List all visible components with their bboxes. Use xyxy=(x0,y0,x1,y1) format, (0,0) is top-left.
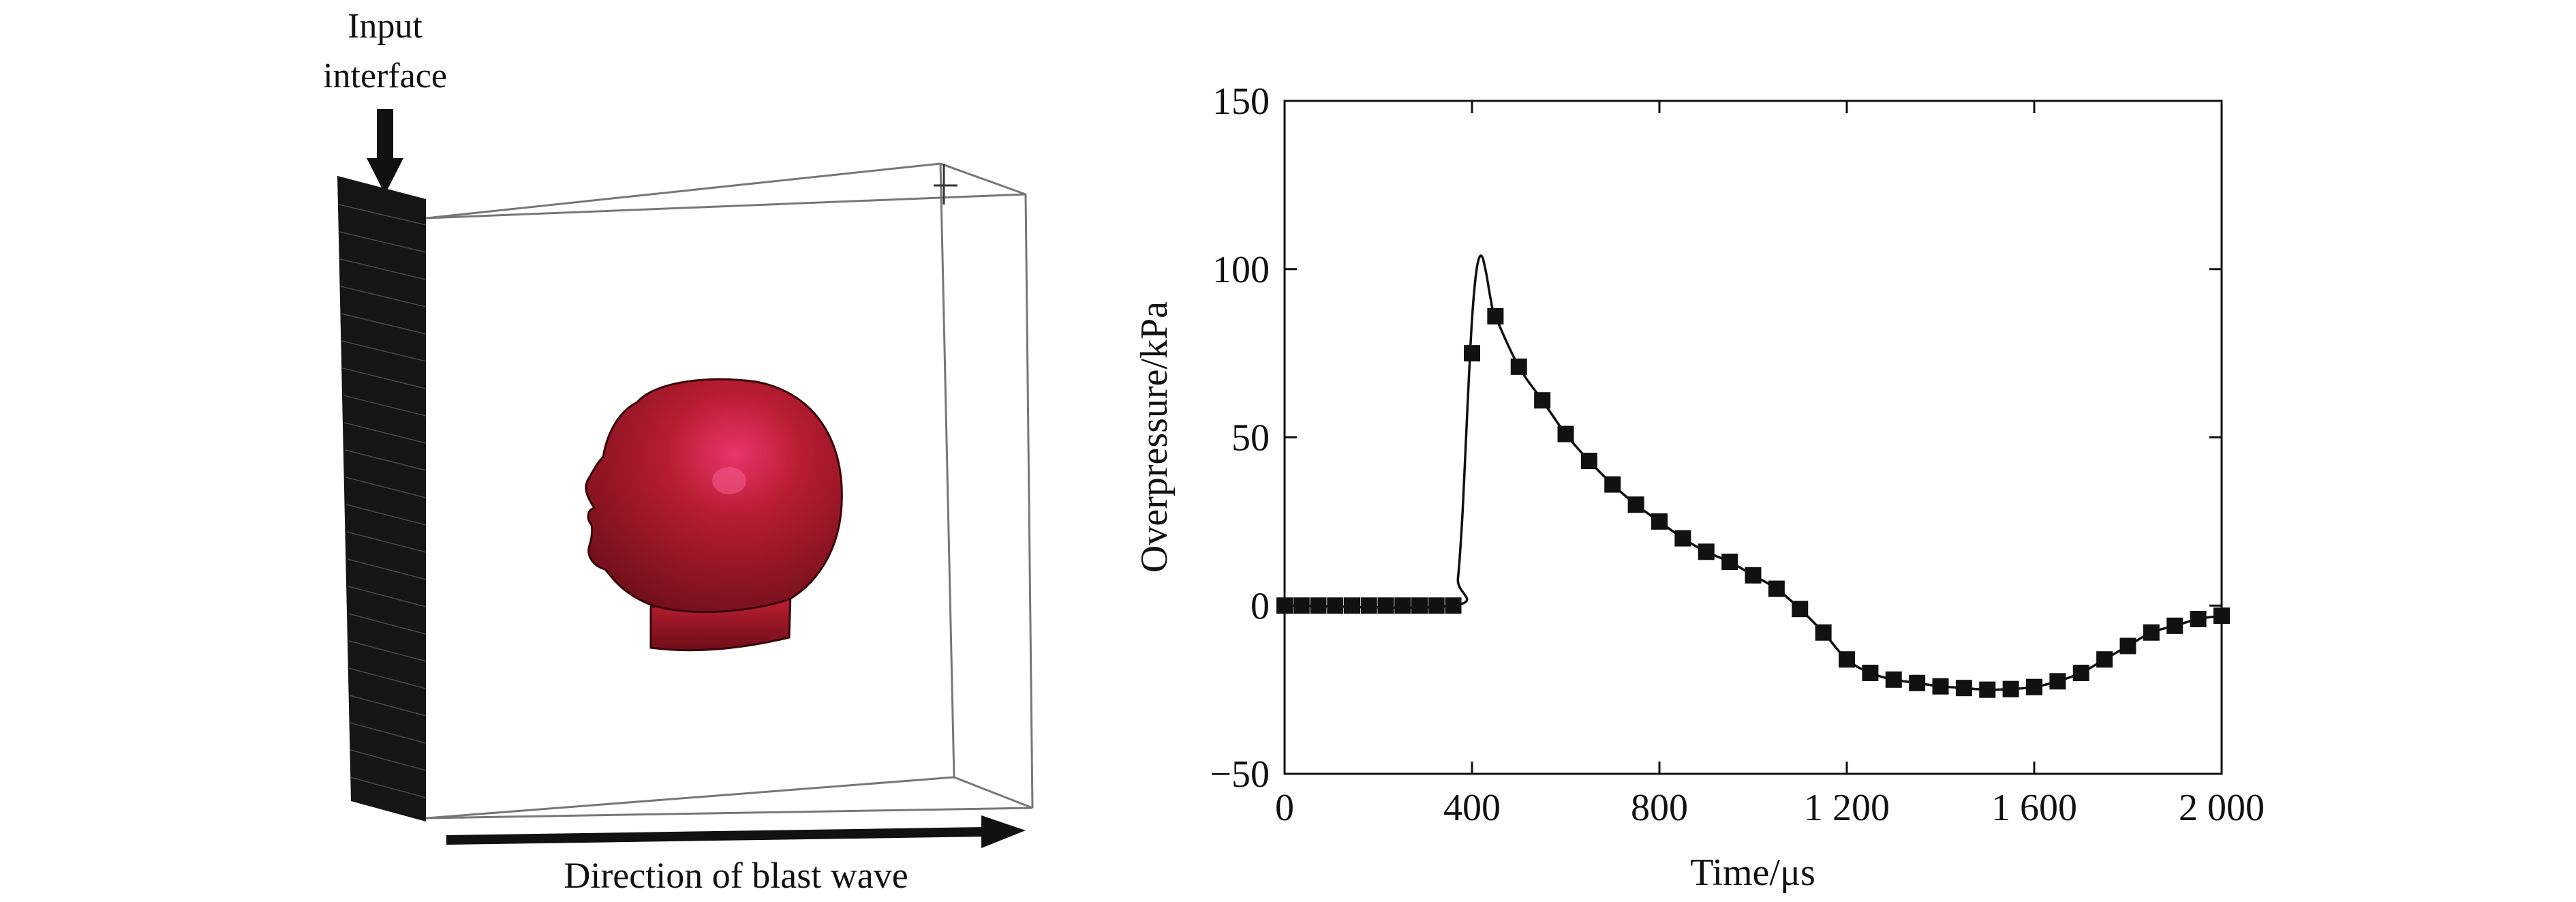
direction-label: Direction of blast wave xyxy=(564,855,908,896)
series-markers xyxy=(1276,307,2230,698)
input-interface-wall xyxy=(337,176,427,822)
data-point-marker xyxy=(1839,651,1855,668)
data-point-marker xyxy=(1745,567,1762,584)
data-point-marker xyxy=(1411,597,1428,614)
data-point-marker xyxy=(2049,673,2066,690)
head-model-icon xyxy=(585,378,843,652)
data-point-marker xyxy=(1428,597,1445,614)
series-line xyxy=(1284,254,2222,691)
domain-box xyxy=(425,162,1034,820)
x-tick-label: 1 600 xyxy=(1991,787,2077,829)
blast-direction-arrow-icon xyxy=(446,815,1026,848)
data-point-marker xyxy=(1510,358,1527,375)
data-point-marker xyxy=(1534,392,1551,409)
data-point-marker xyxy=(1276,597,1293,614)
data-point-marker xyxy=(2096,651,2113,668)
data-point-marker xyxy=(1862,664,1879,681)
input-label-line2: interface xyxy=(323,57,447,95)
data-point-marker xyxy=(1445,597,1462,614)
axis-ticks xyxy=(1283,100,2223,775)
x-axis-label: Time/μs xyxy=(1690,852,1815,894)
data-point-marker xyxy=(1721,554,1738,571)
input-label-line1: Input xyxy=(348,7,423,46)
data-point-marker xyxy=(1310,597,1327,614)
data-point-marker xyxy=(1580,453,1597,470)
data-point-marker xyxy=(1604,476,1621,493)
data-point-marker xyxy=(2026,678,2042,695)
y-tick-label: 50 xyxy=(1231,417,1270,460)
data-point-marker xyxy=(1955,680,1972,697)
data-point-marker xyxy=(2190,610,2207,627)
y-tick-label: 100 xyxy=(1212,249,1270,291)
data-point-marker xyxy=(1327,597,1344,614)
data-point-marker xyxy=(1557,425,1574,442)
data-point-marker xyxy=(1932,678,1949,695)
input-arrow-icon xyxy=(367,109,403,194)
data-point-marker xyxy=(1464,345,1480,362)
data-point-marker xyxy=(1377,597,1394,614)
data-point-marker xyxy=(1344,597,1360,614)
data-point-marker xyxy=(1768,580,1785,597)
data-point-marker xyxy=(2002,680,2019,697)
x-tick-label: 800 xyxy=(1631,787,1688,829)
data-point-marker xyxy=(1815,624,1832,641)
data-point-marker xyxy=(1792,601,1809,618)
y-tick-label: −50 xyxy=(1210,753,1270,796)
data-point-marker xyxy=(1698,543,1715,560)
x-tick-label: 400 xyxy=(1443,787,1501,829)
x-tick-label: 1 200 xyxy=(1804,787,1890,829)
data-point-marker xyxy=(1651,513,1668,530)
simulation-domain-panel: Input interface xyxy=(323,7,1034,896)
data-point-marker xyxy=(2119,637,2136,655)
data-point-marker xyxy=(1674,530,1691,547)
data-point-marker xyxy=(1885,671,1902,688)
y-tick-label: 150 xyxy=(1212,80,1270,123)
data-point-marker xyxy=(1627,496,1644,513)
data-point-marker xyxy=(2143,624,2160,641)
data-point-marker xyxy=(1293,597,1310,614)
data-point-marker xyxy=(2166,617,2183,634)
x-tick-label: 0 xyxy=(1275,787,1294,829)
data-point-marker xyxy=(1909,674,1926,691)
x-tick-label: 2 000 xyxy=(2179,787,2265,829)
data-point-marker xyxy=(1487,307,1504,325)
data-point-marker xyxy=(1394,597,1411,614)
data-point-marker xyxy=(2072,664,2089,681)
y-tick-label: 0 xyxy=(1251,585,1270,627)
data-point-marker xyxy=(1360,597,1377,614)
data-point-marker xyxy=(2213,607,2230,625)
data-point-marker xyxy=(1979,681,1996,698)
y-axis-label: Overpressure/kPa xyxy=(1133,301,1176,573)
